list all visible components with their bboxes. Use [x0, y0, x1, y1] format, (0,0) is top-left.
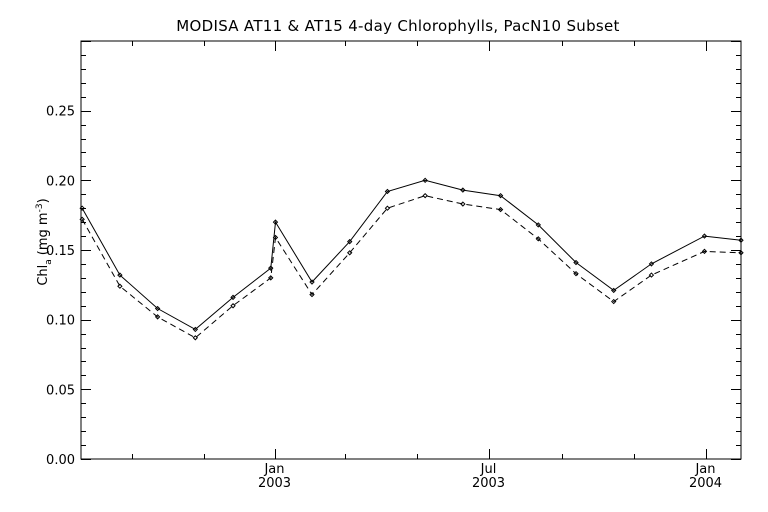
data-point [192, 326, 199, 333]
series-line [81, 195, 742, 339]
data-point [497, 192, 504, 199]
y-tick-label: 0.20 [46, 174, 75, 189]
series-2 [79, 192, 744, 341]
svg-text:Chla(mg m-3): Chla (mg m-3) [35, 198, 54, 285]
data-point [738, 237, 744, 243]
data-point [460, 187, 466, 193]
data-point [701, 248, 708, 255]
data-point [154, 314, 161, 320]
data-point [230, 294, 236, 301]
y-axis-label-main: Chl [36, 265, 51, 286]
series-line [81, 179, 742, 331]
y-tick-label: 0.10 [46, 314, 75, 329]
data-point [648, 272, 655, 278]
y-axis-label-unit: (mg m [36, 212, 51, 255]
data-point [117, 272, 123, 278]
y-tick-label: 0.05 [46, 383, 75, 398]
data-point [309, 291, 315, 298]
data-point [347, 250, 353, 256]
x-tick-month: Jul [480, 462, 497, 477]
chart-title: MODISA AT11 & AT15 4-day Chlorophylls, P… [176, 17, 619, 35]
data-point [384, 205, 391, 211]
x-tick-month: Jan [694, 462, 715, 477]
data-point [738, 250, 744, 256]
plot-frame [80, 40, 742, 460]
x-tick-month: Jan [263, 462, 284, 477]
data-point [497, 206, 504, 213]
data-point [79, 205, 85, 211]
series-1 [79, 177, 744, 333]
data-point [422, 192, 428, 199]
data-point [230, 303, 236, 309]
x-tick-year: 2003 [472, 476, 505, 491]
data-point [384, 188, 391, 195]
data-point [573, 259, 579, 266]
data-point [268, 265, 274, 271]
data-point [268, 275, 274, 281]
x-tick-year: 2004 [689, 476, 722, 491]
y-axis-label: Chla (mg m-3) [35, 198, 54, 285]
data-point [79, 216, 85, 223]
y-tick-label: 0.00 [46, 453, 75, 468]
data-point [272, 219, 279, 225]
y-tick-label: 0.25 [46, 105, 75, 120]
data-point [422, 177, 428, 184]
data-point [535, 236, 541, 242]
data-point [347, 238, 353, 245]
data-point [117, 283, 123, 289]
data-point [648, 261, 655, 267]
x-tick-year: 2003 [258, 476, 291, 491]
y-tick-label: 0.15 [46, 244, 75, 259]
data-point [701, 233, 708, 239]
data-point [272, 234, 279, 241]
data-point [573, 270, 579, 277]
data-point [460, 201, 466, 207]
y-axis-label-close: ) [36, 198, 51, 203]
y-axis-label-sub: a [44, 259, 54, 265]
data-point [192, 335, 199, 341]
data-point [611, 287, 617, 294]
y-axis-label-sup: -3 [35, 203, 45, 212]
data-point [535, 222, 541, 228]
data-point [154, 305, 161, 312]
data-point [611, 298, 617, 305]
data-point [309, 279, 315, 285]
